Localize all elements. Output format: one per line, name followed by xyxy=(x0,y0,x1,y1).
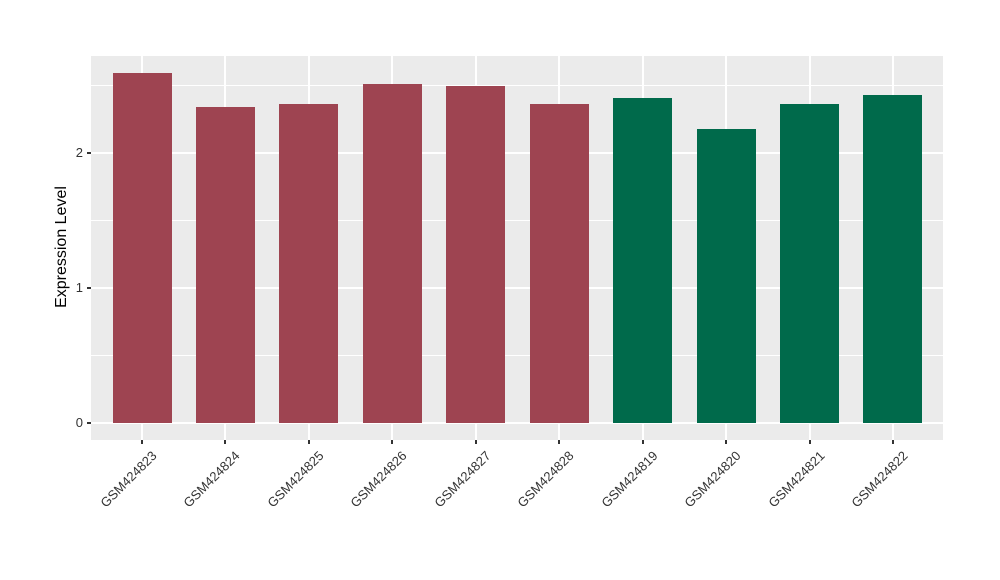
x-tick-mark-GSM424820 xyxy=(725,440,728,444)
bar-GSM424825 xyxy=(279,104,339,423)
x-tick-label-GSM424819: GSM424819 xyxy=(598,448,661,511)
x-tick-label-GSM424827: GSM424827 xyxy=(431,448,494,511)
y-tick-label-2: 2 xyxy=(75,145,83,160)
y-tick-label-1: 1 xyxy=(75,280,83,295)
bar-GSM424820 xyxy=(696,128,756,423)
x-tick-label-GSM424823: GSM424823 xyxy=(97,448,160,511)
x-tick-mark-GSM424825 xyxy=(307,440,310,444)
x-tick-label-GSM424824: GSM424824 xyxy=(180,448,244,511)
y-minor-gridline-1.5 xyxy=(91,220,943,221)
x-tick-label-GSM424820: GSM424820 xyxy=(681,448,744,511)
plot-panel xyxy=(91,56,943,440)
x-tick-mark-GSM424824 xyxy=(224,440,227,444)
y-minor-gridline-0.5 xyxy=(91,355,943,356)
x-tick-label-GSM424821: GSM424821 xyxy=(764,448,828,511)
y-tick-label-0: 0 xyxy=(75,415,83,430)
y-major-gridline-2 xyxy=(91,152,943,154)
x-tick-mark-GSM424826 xyxy=(391,440,394,444)
x-tick-mark-GSM424819 xyxy=(641,440,644,444)
x-tick-label-GSM424822: GSM424822 xyxy=(848,448,911,511)
x-tick-label-GSM424828: GSM424828 xyxy=(514,448,577,511)
x-tick-mark-GSM424827 xyxy=(474,440,477,444)
y-tick-mark-1 xyxy=(87,287,91,289)
x-tick-mark-GSM424822 xyxy=(891,440,894,444)
bar-GSM424826 xyxy=(362,84,422,423)
y-tick-mark-2 xyxy=(87,152,91,154)
x-tick-mark-GSM424821 xyxy=(808,440,811,444)
bar-GSM424821 xyxy=(780,104,840,423)
x-tick-mark-GSM424828 xyxy=(558,440,561,444)
bar-GSM424822 xyxy=(863,94,923,423)
x-tick-label-GSM424825: GSM424825 xyxy=(264,448,327,511)
bar-GSM424823 xyxy=(112,73,172,423)
bar-GSM424824 xyxy=(195,107,255,423)
x-tick-mark-GSM424823 xyxy=(141,440,143,444)
x-tick-label-GSM424826: GSM424826 xyxy=(347,448,410,511)
y-major-gridline-0 xyxy=(91,422,943,424)
bar-GSM424827 xyxy=(446,85,506,423)
y-minor-gridline-2.5 xyxy=(91,85,943,86)
bar-GSM424828 xyxy=(529,104,589,423)
y-tick-mark-0 xyxy=(87,422,91,424)
bar-GSM424819 xyxy=(613,97,673,423)
y-major-gridline-1 xyxy=(91,287,943,289)
